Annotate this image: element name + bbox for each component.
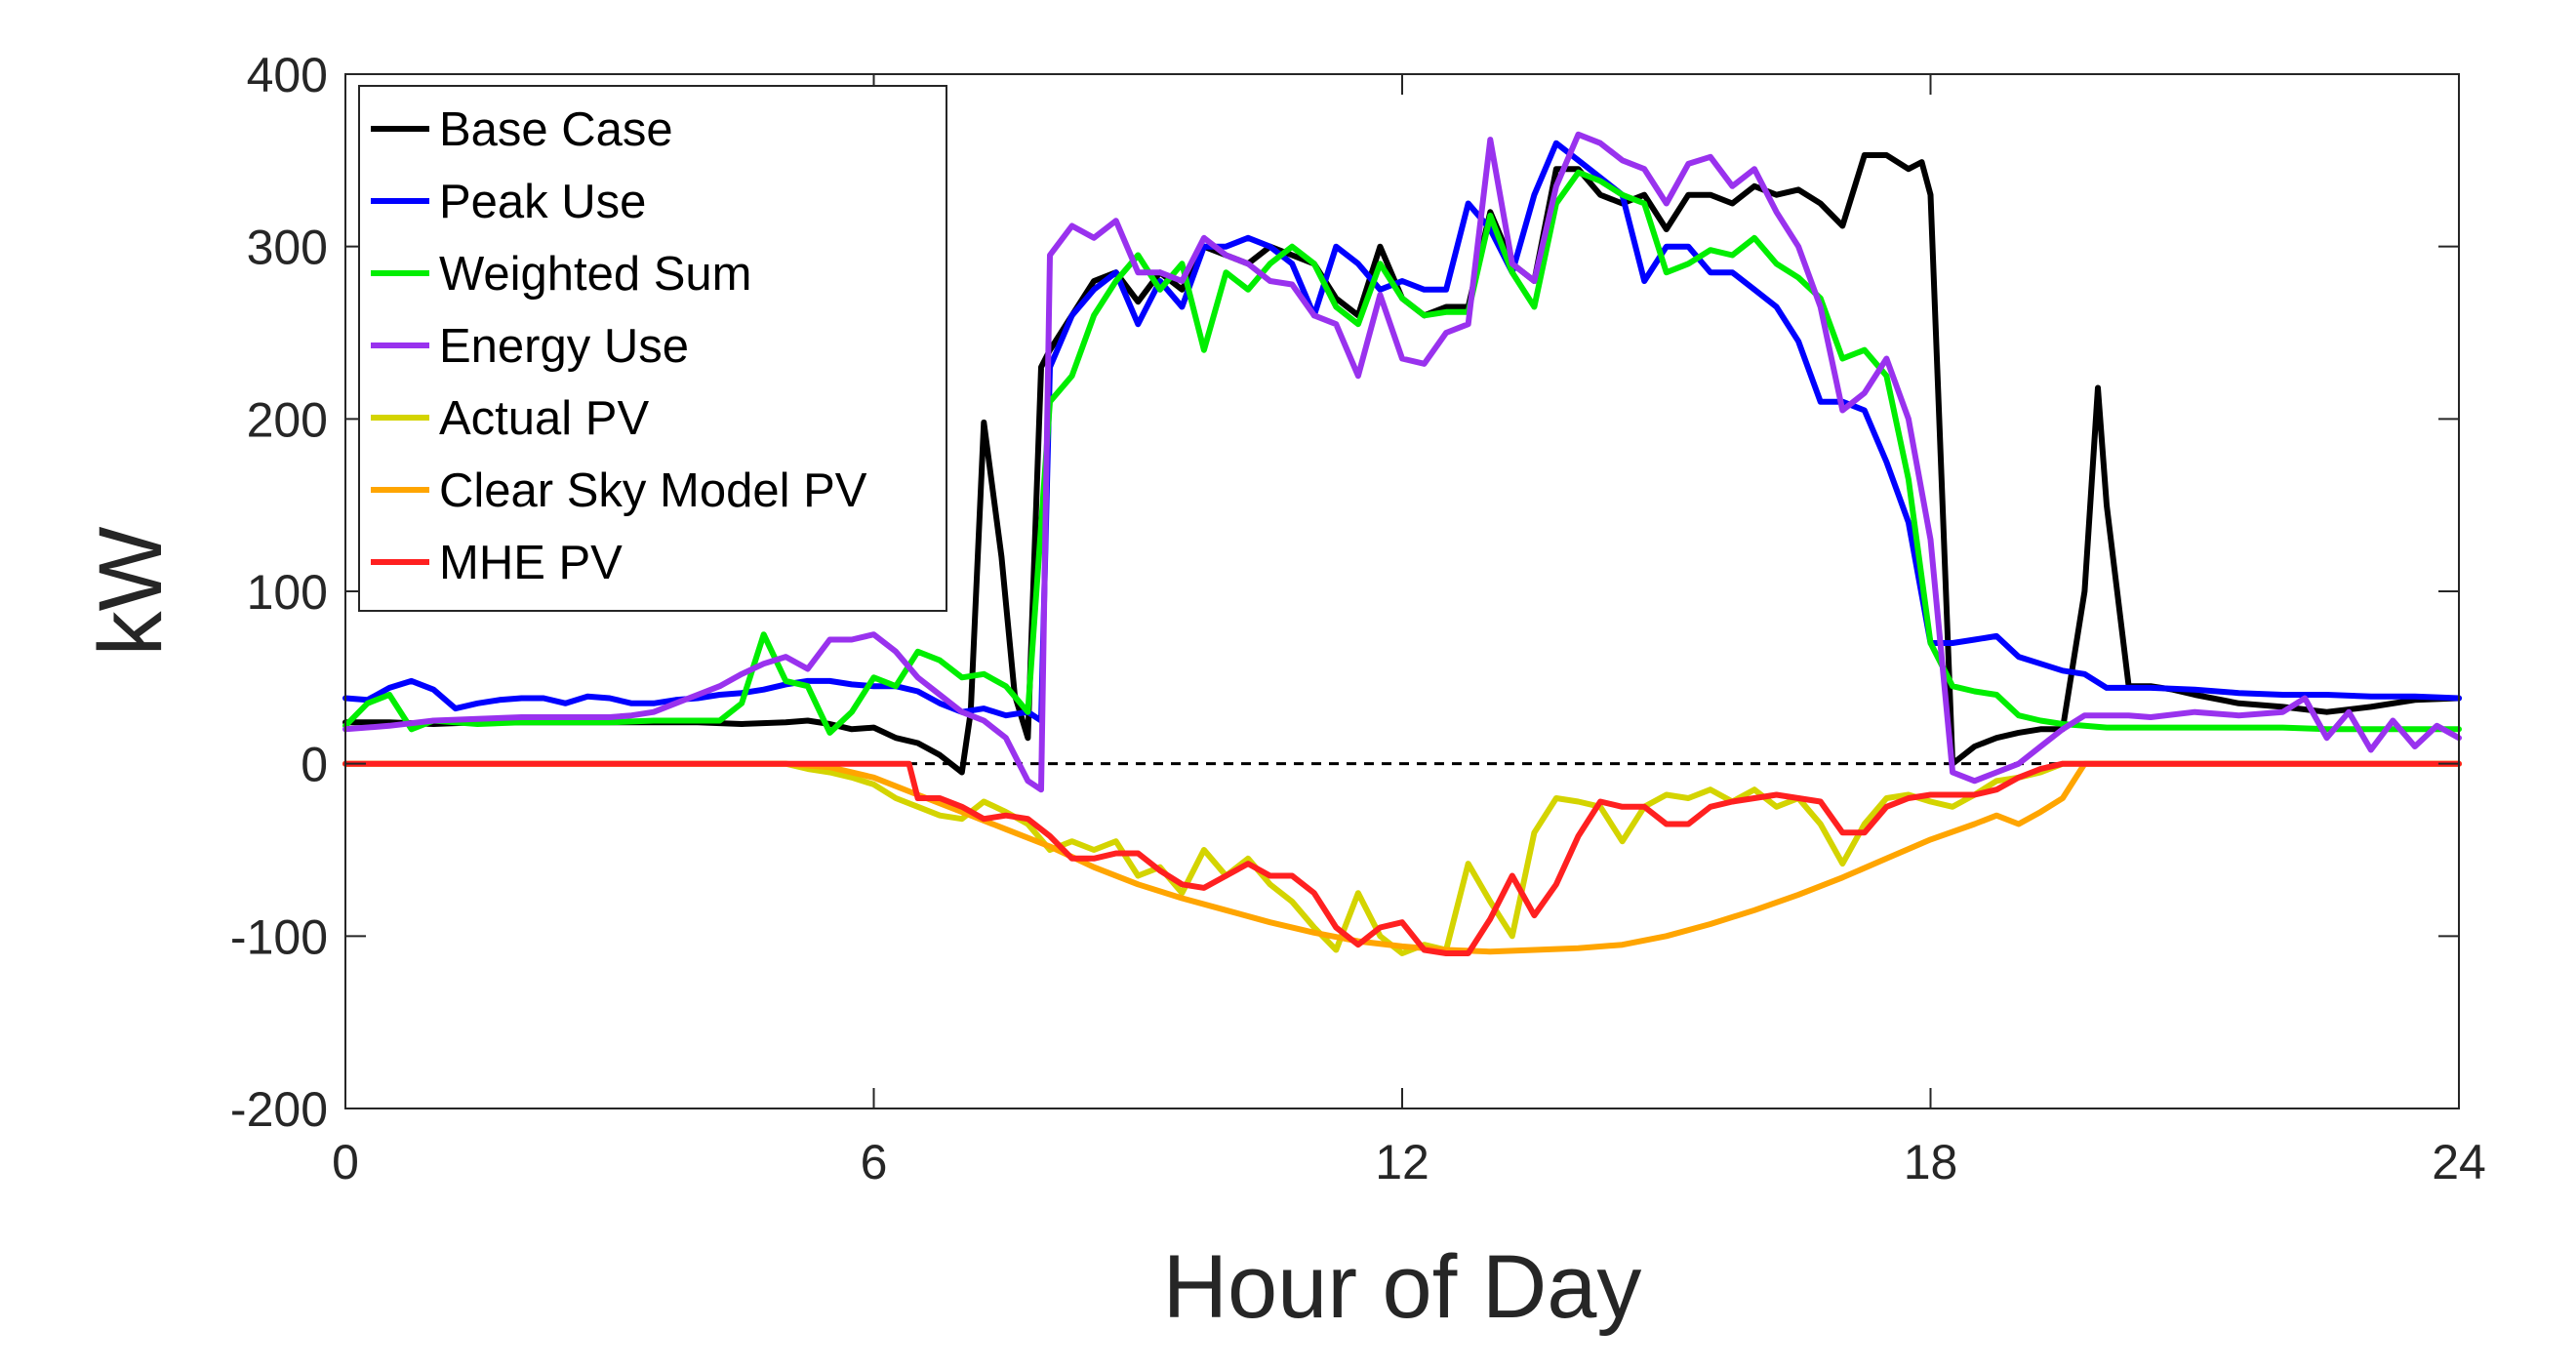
series-line-weighted-sum — [342, 169, 2462, 736]
x-axis-title: Hour of Day — [1163, 1237, 1642, 1337]
x-tick-label: 18 — [1904, 1135, 1958, 1189]
series-line-actual-pv — [342, 760, 2462, 956]
legend-label: Base Case — [439, 103, 673, 156]
x-tick-label: 12 — [1375, 1135, 1429, 1189]
legend-label: Actual PV — [439, 392, 649, 445]
series-line-energy-use — [342, 131, 2462, 793]
legend-label: Clear Sky Model PV — [439, 464, 867, 517]
legend-box — [358, 85, 947, 612]
y-tick-label: 200 — [247, 392, 328, 447]
y-tick-label: -100 — [230, 909, 328, 964]
legend-label: Energy Use — [439, 320, 689, 373]
y-tick-label: 300 — [247, 221, 328, 275]
x-tick-label: 24 — [2432, 1135, 2486, 1189]
y-tick-label: -200 — [230, 1082, 328, 1137]
y-tick-label: 400 — [247, 48, 328, 102]
legend-label: Weighted Sum — [439, 248, 752, 301]
x-tick-label: 0 — [332, 1135, 359, 1189]
x-tick-label: 6 — [861, 1135, 888, 1189]
legend-label: MHE PV — [439, 537, 623, 589]
legend-label: Peak Use — [439, 176, 646, 228]
series-line-mhe-pv — [342, 760, 2462, 956]
series-line-clear-sky-model-pv — [342, 760, 2462, 955]
y-axis-title: kW — [81, 526, 181, 656]
y-tick-label: 100 — [247, 565, 328, 620]
y-tick-label: 0 — [301, 738, 328, 792]
